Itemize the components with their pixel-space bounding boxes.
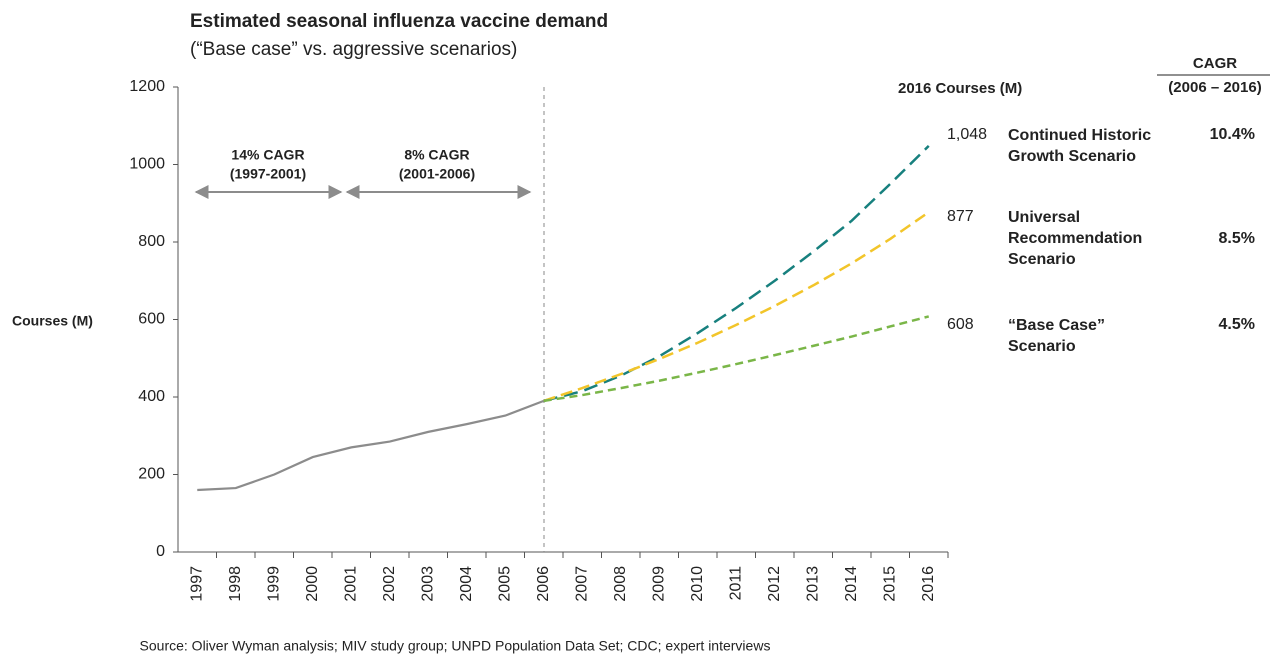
legend-entry: Universal Recommendation Scenario	[1008, 209, 1143, 268]
x-tick-label: 2015	[881, 566, 898, 602]
y-tick-label: 1000	[129, 156, 165, 173]
legend-entry: Continued Historic Growth Scenario	[1008, 127, 1152, 165]
x-tick-label: 2012	[766, 566, 783, 602]
x-tick-label: 2002	[381, 566, 398, 602]
y-axis-label: Courses (M)	[12, 313, 93, 329]
y-tick-label: 400	[138, 388, 165, 405]
source: Source: Oliver Wyman analysis; MIV study…	[140, 638, 771, 654]
x-tick-label: 2016	[920, 566, 937, 602]
annotation: 8% CAGR	[404, 147, 469, 163]
end-value-label: 877	[947, 208, 974, 225]
x-tick-label: 2010	[689, 566, 706, 602]
column-header: CAGR	[1193, 55, 1237, 72]
annotation: (1997-2001)	[230, 166, 306, 182]
x-tick-label: 2005	[496, 566, 513, 602]
x-tick-label: 2003	[419, 566, 436, 602]
legend-entry: “Base Case” Scenario	[1008, 317, 1105, 355]
y-tick-label: 200	[138, 466, 165, 483]
x-tick-label: 2014	[843, 566, 860, 602]
x-tick-label: 2013	[804, 566, 821, 602]
chart-title: Estimated seasonal influenza vaccine dem…	[190, 11, 608, 32]
x-tick-label: 2009	[650, 566, 667, 602]
series-line	[197, 399, 545, 492]
cagr-value: 10.4%	[1210, 126, 1255, 143]
series-line	[543, 315, 930, 403]
x-tick-label: 2008	[612, 566, 629, 602]
x-tick-label: 1997	[188, 566, 205, 602]
series-line	[543, 211, 930, 403]
x-tick-label: 2011	[727, 566, 744, 601]
x-tick-label: 2006	[535, 566, 552, 602]
x-tick-label: 2000	[304, 566, 321, 602]
annotation: (2001-2006)	[399, 166, 475, 182]
x-tick-label: 2004	[458, 566, 475, 602]
x-tick-label: 1999	[265, 566, 282, 602]
x-tick-label: 2001	[342, 566, 359, 602]
end-value-label: 1,048	[947, 126, 987, 143]
y-tick-label: 0	[156, 543, 165, 560]
chart-subtitle: (“Base case” vs. aggressive scenarios)	[190, 39, 517, 60]
x-tick-label: 1998	[227, 566, 244, 602]
column-header: (2006 – 2016)	[1168, 79, 1261, 96]
x-tick-label: 2007	[573, 566, 590, 602]
cagr-value: 4.5%	[1219, 316, 1255, 333]
series-line	[543, 145, 930, 403]
cagr-value: 8.5%	[1219, 230, 1255, 247]
y-tick-label: 800	[138, 233, 165, 250]
annotation: 14% CAGR	[231, 147, 304, 163]
y-tick-label: 600	[138, 311, 165, 328]
y-tick-label: 1200	[129, 78, 165, 95]
end-value-label: 608	[947, 316, 974, 333]
column-header: 2016 Courses (M)	[898, 80, 1022, 97]
